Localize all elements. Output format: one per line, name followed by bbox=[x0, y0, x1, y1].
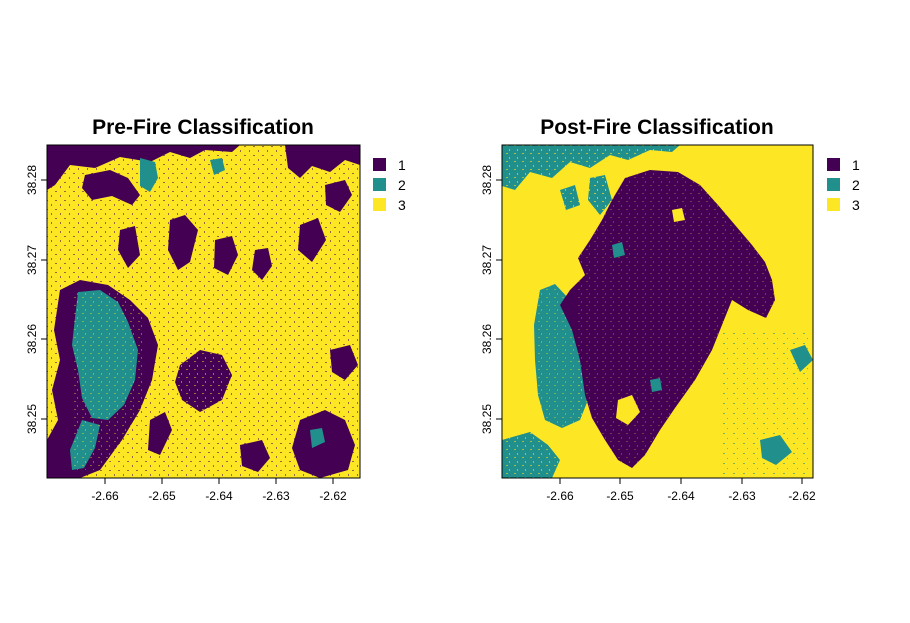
postfire-east-speckle bbox=[720, 330, 813, 478]
prefire-legend-swatch-2 bbox=[373, 178, 386, 191]
prefire-region-north-teal-2 bbox=[210, 158, 225, 175]
prefire-x-axis: -2.66 -2.65 -2.64 -2.63 -2.62 bbox=[91, 478, 347, 503]
prefire-region-nw-border bbox=[47, 145, 240, 190]
prefire-legend-swatch-1 bbox=[373, 158, 386, 171]
prefire-y-tick-label: 38.25 bbox=[25, 404, 39, 434]
postfire-burn-inner-gap bbox=[616, 395, 640, 425]
postfire-x-tick-label: -2.64 bbox=[667, 489, 695, 503]
prefire-legend-label: 2 bbox=[398, 177, 406, 193]
prefire-streak-4 bbox=[298, 218, 326, 262]
postfire-x-tick-label: -2.66 bbox=[546, 489, 574, 503]
prefire-legend-label: 3 bbox=[398, 197, 406, 213]
postfire-plot-box bbox=[501, 144, 814, 479]
prefire-x-tick-label: -2.62 bbox=[319, 489, 347, 503]
postfire-title: Post-Fire Classification bbox=[540, 116, 773, 139]
prefire-panel: Pre-Fire Classification bbox=[25, 116, 406, 503]
prefire-x-tick-label: -2.66 bbox=[91, 489, 119, 503]
postfire-y-tick-label: 38.26 bbox=[480, 324, 494, 354]
prefire-raster bbox=[47, 145, 360, 478]
prefire-region-north-teal bbox=[140, 158, 158, 192]
postfire-burn-teal-fleck-2 bbox=[650, 378, 662, 392]
postfire-raster bbox=[502, 145, 813, 478]
prefire-streak-1 bbox=[168, 215, 198, 270]
postfire-legend: 1 2 3 bbox=[827, 157, 860, 213]
prefire-centre-speckle bbox=[175, 350, 235, 412]
prefire-region-teal-se bbox=[310, 428, 325, 448]
postfire-y-tick-label: 38.25 bbox=[480, 404, 494, 434]
postfire-x-tick-label: -2.65 bbox=[606, 489, 634, 503]
prefire-streak-3 bbox=[252, 248, 272, 280]
postfire-x-tick-label: -2.62 bbox=[788, 489, 816, 503]
postfire-burn-teal-fleck bbox=[612, 242, 625, 258]
prefire-legend: 1 2 3 bbox=[373, 157, 406, 213]
prefire-region-lower-diag bbox=[148, 412, 172, 455]
prefire-region-south-patch bbox=[240, 440, 270, 472]
prefire-streak-5 bbox=[118, 226, 140, 268]
prefire-region-se-patch bbox=[292, 410, 355, 478]
prefire-x-tick-label: -2.63 bbox=[262, 489, 290, 503]
prefire-y-axis: 38.25 38.26 38.27 38.28 bbox=[25, 165, 47, 434]
prefire-region-ne-patch bbox=[325, 180, 352, 212]
postfire-y-tick-label: 38.27 bbox=[480, 245, 494, 275]
prefire-y-tick-label: 38.26 bbox=[25, 324, 39, 354]
prefire-basin-speckle bbox=[70, 290, 142, 470]
postfire-legend-swatch-1 bbox=[827, 158, 840, 171]
prefire-y-tick-label: 38.27 bbox=[25, 245, 39, 275]
postfire-x-tick-label: -2.63 bbox=[728, 489, 756, 503]
postfire-legend-label: 3 bbox=[852, 197, 860, 213]
prefire-y-tick-label: 38.28 bbox=[25, 165, 39, 195]
prefire-legend-swatch-3 bbox=[373, 198, 386, 211]
postfire-legend-swatch-3 bbox=[827, 198, 840, 211]
postfire-burn-inner-gap-2 bbox=[672, 208, 685, 222]
postfire-legend-label: 2 bbox=[852, 177, 860, 193]
prefire-x-tick-label: -2.65 bbox=[148, 489, 176, 503]
postfire-y-axis: 38.25 38.26 38.27 38.28 bbox=[480, 165, 502, 434]
prefire-x-tick-label: -2.64 bbox=[205, 489, 233, 503]
postfire-y-tick-label: 38.28 bbox=[480, 165, 494, 195]
postfire-legend-label: 1 bbox=[852, 157, 860, 173]
postfire-sw-speckle bbox=[502, 430, 572, 478]
prefire-region-ne-border bbox=[285, 145, 360, 178]
prefire-streak-2 bbox=[214, 236, 238, 275]
postfire-panel: Post-Fire Classification bbox=[480, 116, 860, 503]
prefire-region-nw-lobe bbox=[82, 170, 140, 205]
prefire-plot-box bbox=[46, 144, 361, 479]
prefire-legend-label: 1 bbox=[398, 157, 406, 173]
postfire-x-axis: -2.66 -2.65 -2.64 -2.63 -2.62 bbox=[546, 478, 816, 503]
prefire-title: Pre-Fire Classification bbox=[92, 116, 314, 139]
prefire-region-se-patch-2 bbox=[330, 345, 358, 380]
postfire-legend-swatch-2 bbox=[827, 178, 840, 191]
